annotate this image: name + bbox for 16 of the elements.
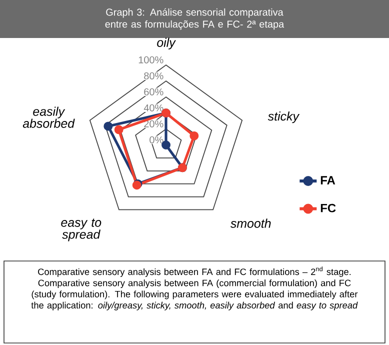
legend-label: FA: [320, 176, 336, 184]
spoke-label: easy to spread: [61, 218, 102, 242]
spoke-label: sticky: [268, 112, 300, 124]
y-tick-label: 20%: [144, 120, 164, 128]
y-tick-label: 0%: [150, 136, 164, 144]
y-tick-label: 60%: [144, 88, 164, 96]
y-tick-label: 40%: [144, 104, 164, 112]
spoke-label: easily absorbed: [22, 106, 75, 128]
legend-label: FC: [320, 204, 336, 212]
spoke-label: smooth: [230, 218, 271, 228]
chart-title: Graph 3: Análise sensorial comparativa entre as formulações FA e FC- 2ª etapa: [105, 8, 284, 30]
text: Comparative sensory analysis between FA and FC formulations – 2$^{nd}$ stage.: [38, 266, 351, 277]
y-tick-label: 100%: [138, 56, 164, 64]
spoke-label: oily: [157, 38, 176, 50]
y-tick-label: 80%: [144, 72, 164, 80]
text: Comparative sensory analysis between FA (commercial formulation) and FC (study formulation). The following parameters were evaluated immediately after the application: oily/greasy, sticky, smooth, easily absorbed and easy to spread: [31, 279, 358, 310]
